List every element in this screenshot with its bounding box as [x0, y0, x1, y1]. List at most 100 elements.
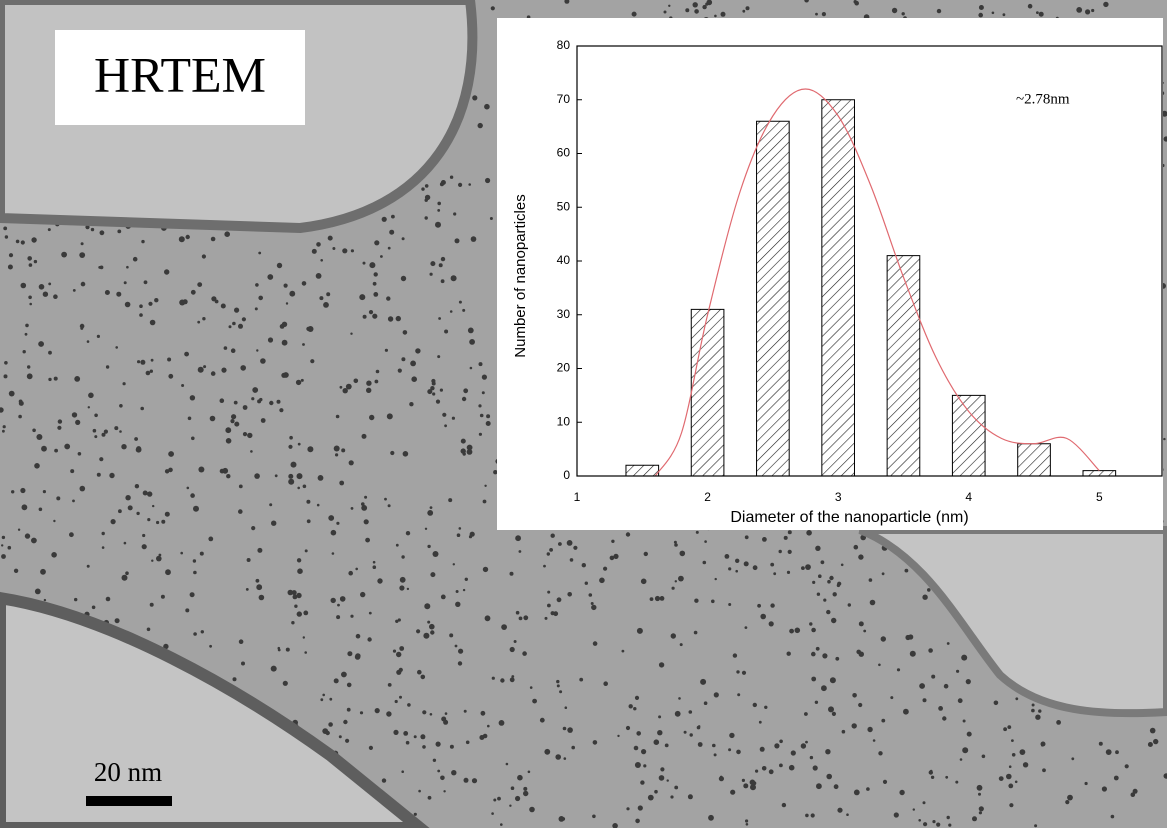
particle	[778, 549, 782, 554]
particle	[387, 316, 394, 322]
particle	[471, 778, 478, 784]
particle	[922, 594, 928, 600]
particle	[449, 175, 454, 179]
particle	[1015, 697, 1019, 701]
y-tick-label: 50	[557, 199, 571, 213]
particle	[781, 802, 787, 808]
particle	[779, 739, 783, 744]
particle	[685, 8, 690, 13]
particle	[424, 603, 431, 610]
particle	[867, 726, 873, 733]
particle	[728, 567, 732, 571]
particle	[238, 484, 243, 489]
particle	[191, 436, 195, 441]
particle	[993, 700, 999, 706]
particle	[455, 601, 461, 607]
particle	[821, 685, 827, 692]
particle	[359, 711, 364, 715]
particle	[878, 751, 883, 756]
particle	[420, 734, 426, 740]
particle	[878, 663, 881, 667]
particle	[664, 743, 669, 748]
particle	[335, 414, 340, 419]
particle	[109, 472, 115, 479]
particle	[373, 292, 379, 297]
particle	[405, 740, 410, 745]
particle	[350, 614, 354, 618]
particle	[316, 503, 320, 507]
particle	[678, 697, 681, 700]
particle	[688, 710, 693, 714]
particle	[816, 592, 821, 596]
particle	[189, 592, 195, 598]
particle	[413, 812, 417, 816]
particle	[361, 505, 367, 511]
particle	[355, 567, 359, 571]
particle	[22, 350, 26, 354]
particle	[609, 555, 615, 561]
particle	[437, 209, 441, 212]
particle	[18, 400, 24, 406]
particle	[32, 428, 36, 433]
particle	[472, 95, 478, 101]
particle	[21, 504, 28, 511]
particle	[674, 580, 677, 583]
particle	[965, 679, 971, 685]
particle	[720, 11, 726, 17]
particle	[930, 775, 935, 779]
particle	[1115, 750, 1119, 755]
particle	[711, 599, 715, 604]
particle	[774, 743, 780, 749]
particle	[1, 554, 6, 559]
particle	[523, 615, 529, 621]
particle	[768, 621, 774, 627]
particle	[1132, 788, 1138, 794]
particle	[880, 636, 886, 642]
particle	[56, 496, 61, 501]
particle	[435, 399, 441, 404]
particle	[296, 611, 302, 617]
particle	[509, 677, 515, 683]
particle	[38, 284, 45, 290]
particle	[430, 572, 436, 578]
particle	[373, 272, 378, 277]
particle	[613, 553, 619, 560]
particle	[853, 0, 857, 4]
particle	[485, 177, 491, 184]
particle	[427, 544, 431, 549]
particle	[87, 406, 91, 409]
particle	[296, 473, 303, 480]
particle	[919, 683, 925, 689]
particle	[302, 484, 307, 489]
particle	[1038, 709, 1042, 713]
particle	[962, 747, 969, 754]
particle	[193, 570, 197, 575]
particle	[341, 448, 346, 453]
particle	[80, 242, 84, 246]
particle	[362, 314, 367, 319]
particle	[546, 552, 550, 556]
particle	[430, 630, 435, 635]
particle	[658, 715, 662, 719]
particle	[821, 12, 827, 17]
particle	[465, 740, 470, 745]
particle	[369, 262, 376, 269]
particle	[640, 780, 645, 785]
particle	[559, 690, 563, 694]
particle	[460, 448, 466, 454]
particle	[1103, 1, 1109, 8]
particle	[270, 665, 277, 672]
hole	[858, 526, 1167, 718]
particle	[125, 495, 131, 501]
particle	[232, 321, 236, 326]
particle	[1091, 8, 1095, 13]
label-box	[55, 30, 305, 125]
particle	[363, 519, 369, 525]
particle	[455, 590, 459, 593]
particle	[1149, 727, 1156, 734]
particle	[515, 610, 520, 615]
particle	[156, 520, 160, 525]
particle	[328, 722, 333, 727]
particle	[339, 596, 346, 602]
particle	[34, 588, 41, 595]
